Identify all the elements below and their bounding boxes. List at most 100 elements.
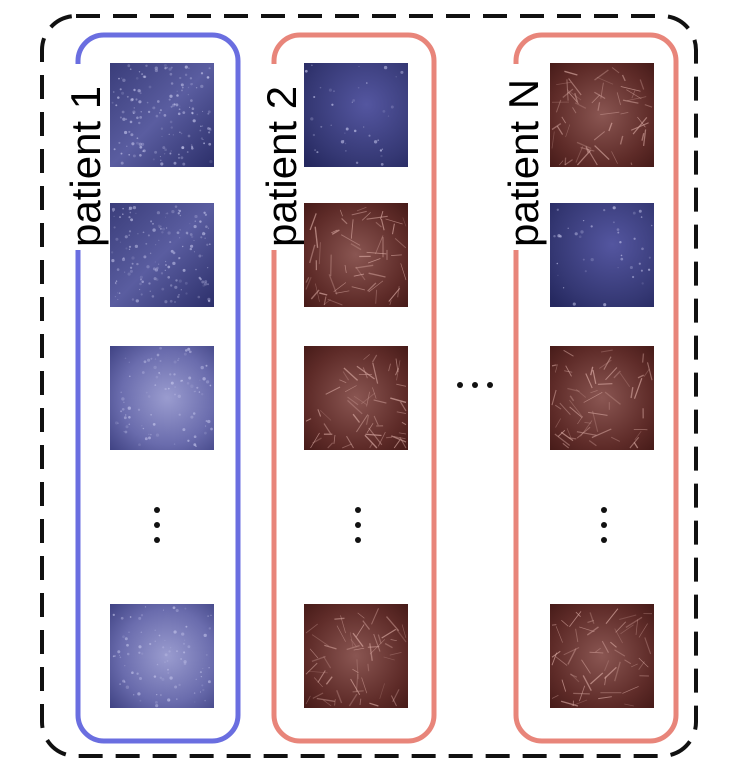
tissue-speckle bbox=[200, 392, 204, 396]
tissue-speckle bbox=[119, 216, 121, 219]
tissue-fiber bbox=[575, 628, 579, 643]
tissue-speckle bbox=[139, 278, 143, 281]
tissue-speckle bbox=[123, 430, 125, 433]
tissue-fiber bbox=[389, 300, 392, 306]
tissue-speckle bbox=[185, 625, 188, 628]
tissue-speckle bbox=[147, 234, 150, 237]
tissue-fiber bbox=[564, 70, 578, 76]
tissue-fiber bbox=[319, 409, 332, 421]
tissue-speckle bbox=[205, 364, 208, 367]
tissue-speckle bbox=[181, 379, 183, 382]
tissue-speckle bbox=[619, 241, 622, 244]
tissue-speckle bbox=[122, 117, 126, 121]
tissue-fiber bbox=[309, 213, 317, 231]
tissue-speckle bbox=[138, 645, 142, 649]
tissue-speckle bbox=[139, 145, 143, 149]
tissue-fiber bbox=[605, 367, 618, 381]
tissue-fiber bbox=[355, 264, 374, 269]
tissue-speckle bbox=[185, 349, 188, 352]
tissue-fiber bbox=[608, 122, 613, 132]
tissue-speckle bbox=[202, 110, 204, 112]
tissue-speckle bbox=[183, 651, 186, 654]
tissue-fiber bbox=[643, 368, 650, 378]
tissue-speckle bbox=[138, 121, 141, 125]
tissue-fiber bbox=[626, 96, 647, 102]
tissue-fiber bbox=[383, 656, 395, 661]
tissue-fiber bbox=[590, 390, 598, 394]
tissue-speckle bbox=[128, 230, 132, 233]
tissue-speckle bbox=[180, 658, 183, 660]
tissue-fiber bbox=[588, 439, 597, 447]
tissue-fiber bbox=[569, 611, 582, 627]
tissue-speckle bbox=[154, 640, 156, 642]
tissue-speckle bbox=[119, 683, 121, 685]
tissue-fiber bbox=[356, 365, 375, 380]
tissue-fiber bbox=[389, 652, 402, 656]
tissue-fiber bbox=[619, 372, 631, 388]
tissue-fiber bbox=[305, 695, 311, 705]
tissue-speckle bbox=[154, 268, 159, 272]
tissue-fiber bbox=[638, 661, 645, 670]
tissue-fiber bbox=[629, 436, 640, 449]
tissue-speckle bbox=[184, 73, 188, 77]
tissue-speckle bbox=[640, 269, 643, 272]
tissue-fiber bbox=[577, 415, 584, 425]
tissue-speckle bbox=[183, 662, 187, 666]
tissue-speckle bbox=[155, 704, 159, 708]
tissue-speckle bbox=[177, 212, 180, 215]
tissue-fiber bbox=[589, 672, 604, 685]
tissue-speckle bbox=[164, 260, 167, 263]
tissue-speckle bbox=[313, 95, 316, 99]
tissue-speckle bbox=[186, 151, 189, 153]
tissue-speckle bbox=[124, 271, 126, 273]
tissue-speckle bbox=[167, 387, 170, 390]
tissue-speckle bbox=[121, 77, 123, 79]
tissue-speckle bbox=[113, 148, 116, 151]
tissue-fiber bbox=[391, 435, 407, 443]
tissue-speckle bbox=[178, 156, 180, 159]
tissue-speckle bbox=[147, 395, 151, 398]
tissue-speckle bbox=[170, 381, 174, 385]
tissue-fiber bbox=[600, 349, 613, 353]
tissue-fiber bbox=[339, 379, 347, 384]
tissue-fiber bbox=[343, 367, 359, 381]
tissue-speckle bbox=[161, 231, 164, 234]
tissue-speckle bbox=[161, 287, 165, 291]
tissue-fiber bbox=[587, 148, 598, 166]
ellipsis-dot bbox=[355, 507, 361, 513]
tissue-speckle bbox=[117, 650, 121, 654]
tissue-fiber bbox=[317, 409, 322, 417]
tissue-fiber bbox=[571, 699, 588, 707]
tissue-speckle bbox=[629, 265, 633, 270]
tissue-speckle bbox=[207, 227, 209, 229]
tissue-speckle bbox=[331, 103, 334, 106]
tissue-speckle bbox=[138, 676, 143, 681]
tissue-fiber bbox=[560, 700, 579, 707]
tissue-fiber bbox=[561, 619, 569, 627]
tissue-speckle bbox=[191, 147, 194, 150]
tissue-fiber bbox=[364, 434, 378, 449]
tissue-fiber bbox=[604, 676, 607, 686]
tissue-fiber bbox=[402, 217, 407, 227]
tissue-fiber bbox=[633, 441, 639, 449]
tissue-speckle bbox=[138, 71, 141, 73]
tissue-speckle bbox=[122, 257, 125, 259]
tissue-speckle bbox=[164, 216, 167, 218]
tissue-fiber bbox=[372, 387, 377, 399]
tissue-speckle bbox=[155, 433, 160, 437]
tissue-speckle bbox=[160, 694, 162, 696]
tissue-speckle bbox=[168, 133, 170, 135]
tissue-fiber bbox=[398, 432, 407, 435]
tissue-speckle bbox=[207, 127, 210, 130]
tissue-fiber bbox=[634, 430, 642, 441]
tissue-fiber bbox=[632, 117, 648, 135]
tissue-fiber bbox=[573, 692, 590, 695]
tissue-speckle bbox=[170, 284, 173, 287]
tissue-speckle bbox=[128, 248, 131, 250]
tissue-speckle bbox=[357, 86, 360, 89]
tissue-speckle bbox=[187, 439, 190, 442]
tissue-speckle bbox=[209, 159, 213, 164]
tissue-fiber bbox=[336, 625, 346, 642]
tissue-speckle bbox=[170, 249, 174, 253]
tissue-fiber bbox=[551, 650, 561, 658]
